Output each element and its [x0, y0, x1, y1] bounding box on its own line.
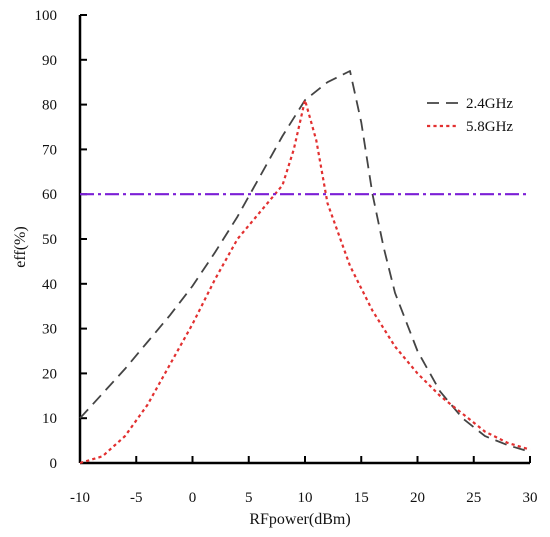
x-tick-label: 10 — [298, 490, 313, 506]
x-tick-label: 15 — [354, 490, 369, 506]
y-tick-label: 60 — [42, 187, 57, 203]
y-tick-label: 40 — [42, 277, 57, 293]
x-tick-label: 25 — [466, 490, 481, 506]
y-tick-label: 20 — [42, 366, 57, 382]
y-tick-label: 70 — [42, 142, 57, 158]
y-tick-label: 100 — [35, 8, 58, 24]
x-axis-title: RFpower(dBm) — [249, 511, 350, 528]
y-tick-label: 80 — [42, 98, 57, 114]
legend-label-0: 2.4GHz — [466, 96, 513, 112]
y-axis-title: eff(%) — [12, 226, 29, 267]
series-line-0 — [79, 70, 531, 453]
legend: 2.4GHz 5.8GHz — [427, 96, 513, 135]
y-tick-label: 10 — [42, 411, 57, 427]
y-tick-label: 30 — [42, 322, 57, 338]
axes: -10 -5 0 5 10 15 20 25 30 0 10 20 30 40 50 60 70 80 90 100 R… — [12, 8, 538, 528]
legend-label-1: 5.8GHz — [466, 119, 513, 135]
y-tick-label: 50 — [42, 232, 57, 248]
y-tick-label: 90 — [42, 53, 57, 69]
x-tick-label: -5 — [130, 490, 143, 506]
series-group — [79, 70, 531, 465]
x-tick-label: 20 — [410, 490, 425, 506]
series-line-1 — [79, 98, 531, 465]
x-tick-label: 30 — [523, 490, 538, 506]
x-tick-label: 5 — [245, 490, 253, 506]
x-tick-label: 0 — [189, 490, 197, 506]
x-tick-label: -10 — [70, 490, 90, 506]
y-tick-label: 0 — [50, 456, 58, 472]
